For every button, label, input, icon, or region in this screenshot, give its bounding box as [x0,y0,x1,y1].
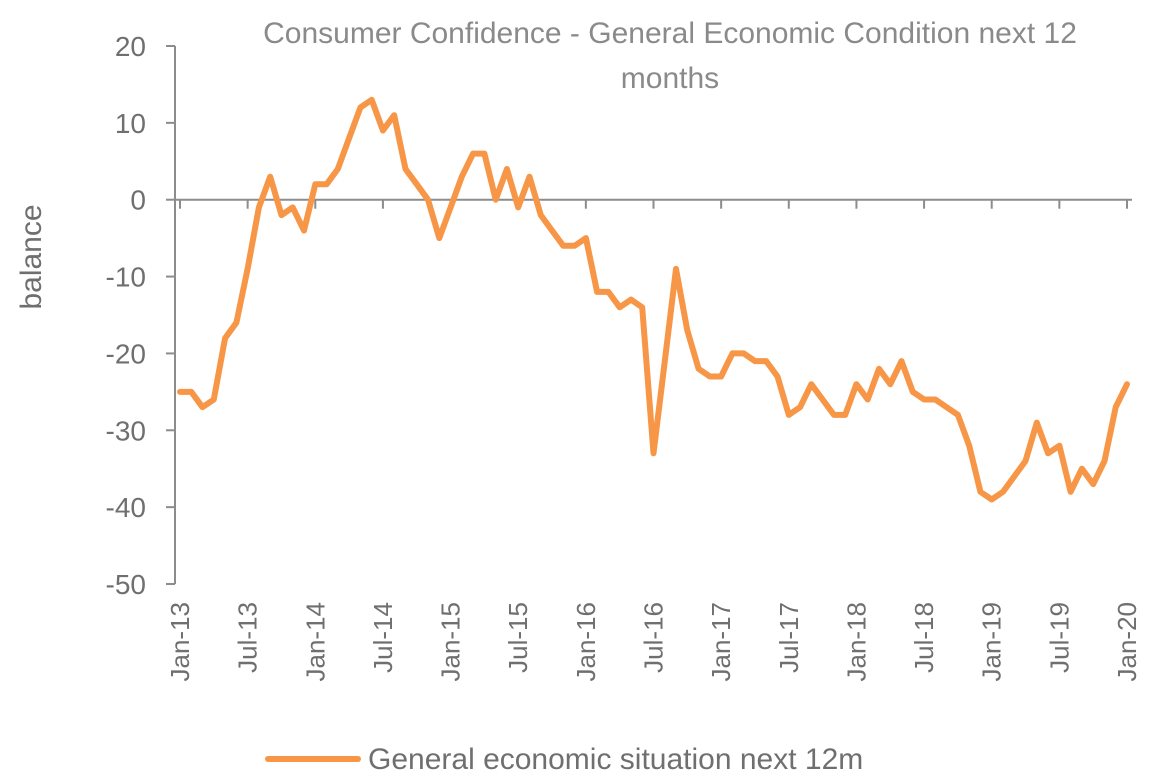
y-tick-label: 10 [115,108,146,139]
y-tick-label: -30 [106,415,146,446]
x-tick-label: Jul-18 [909,602,939,673]
x-tick-label: Jul-15 [503,602,533,673]
chart-title-line-1: Consumer Confidence - General Economic C… [263,17,1077,50]
x-tick-label: Jan-13 [165,602,195,682]
series-group [177,96,1130,503]
x-tick-label: Jul-16 [639,602,669,673]
x-tick-label: Jul-13 [233,602,263,673]
x-tick-label: Jan-18 [841,602,871,682]
y-tick-label: -20 [106,338,146,369]
y-tick-label: -40 [106,492,146,523]
series-line-general-economic-situation [177,96,1130,503]
y-axis: 20 10 0 -10 -20 -30 -40 -50 [106,31,176,600]
x-tick-label: Jan-19 [977,602,1007,682]
x-tick-label: Jan-15 [436,602,466,682]
x-axis: Jan-13 Jul-13 Jan-14 Jul-14 Jan-15 Jul-15 Jan-… [165,198,1142,682]
y-tick-label: 20 [115,31,146,62]
x-tick-label: Jan-16 [571,602,601,682]
x-tick-label: Jul-14 [368,602,398,673]
y-tick-label: -50 [106,569,146,600]
legend-label: General economic situation next 12m [368,743,863,776]
x-tick-label: Jan-14 [300,602,330,682]
x-tick-label: Jan-20 [1112,602,1142,682]
x-tick-label: Jul-19 [1044,602,1074,673]
chart-title-line-2: months [621,62,719,95]
y-axis-label: balance [15,204,48,309]
x-tick-label: Jan-17 [706,602,736,682]
y-tick-label: -10 [106,262,146,293]
y-tick-label: 0 [130,185,146,216]
legend: General economic situation next 12m [265,743,863,776]
x-tick-label: Jul-17 [774,602,804,673]
